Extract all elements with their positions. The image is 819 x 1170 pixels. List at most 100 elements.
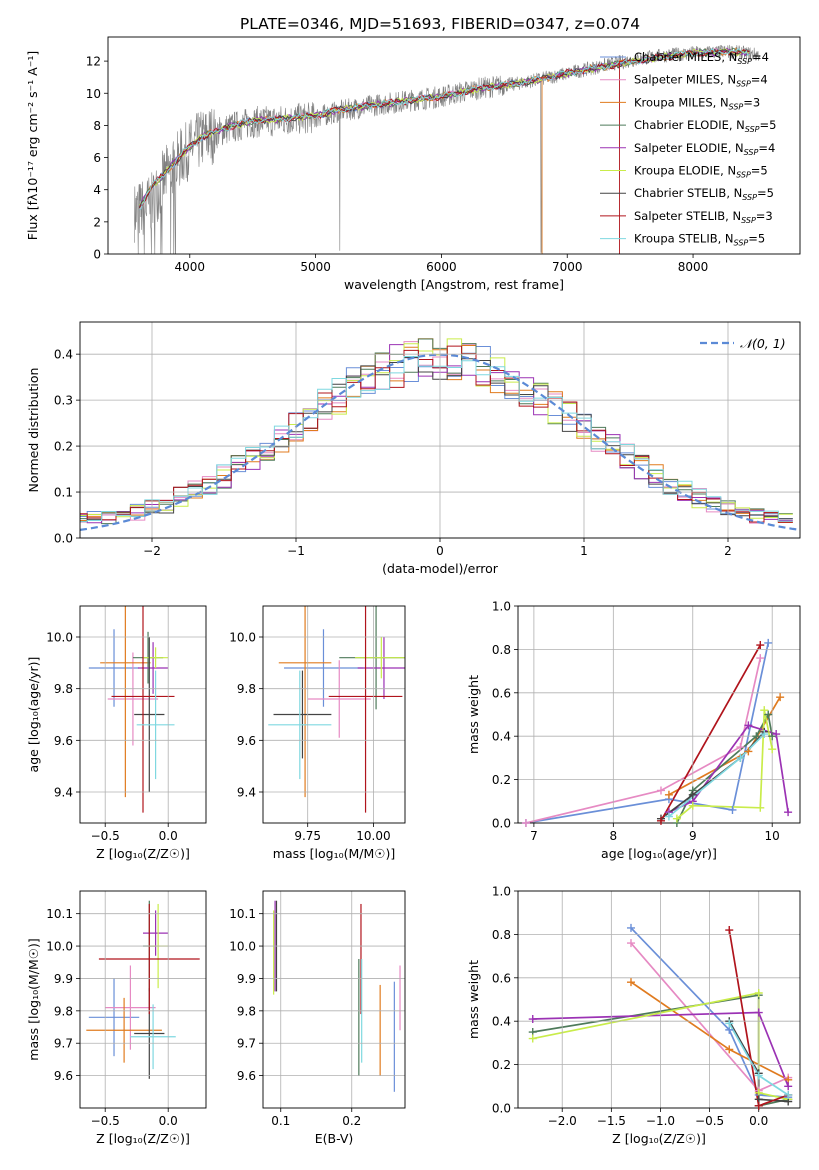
- weight-marker-1: [656, 786, 665, 795]
- legend-label: Chabrier MILES, NSSP=4: [634, 50, 769, 66]
- axes-frame: [517, 605, 801, 824]
- x-tick-label: 7: [530, 829, 538, 843]
- weight-marker-8: [784, 1090, 793, 1099]
- plot-area: [268, 606, 405, 813]
- x-tick-label: 0.2: [342, 1114, 361, 1128]
- panel-mass_vs_Z: −0.5 0.0 9.6 9.7 9.8 9.9 10.0 10.1 Z [log₁₀(Z/Z☉…: [26, 890, 207, 1146]
- y-tick-label: 0.6: [492, 686, 511, 700]
- weight-marker-7: [725, 926, 734, 935]
- weight-marker-5: [528, 1034, 537, 1043]
- weight-marker-0: [728, 805, 737, 814]
- legend-subscript: SSP: [736, 171, 751, 180]
- x-tick-label: −1.5: [597, 1114, 626, 1128]
- weight-marker-5: [672, 814, 681, 823]
- x-tick-label: −0.5: [91, 829, 120, 843]
- x-tick-label: 5000: [300, 260, 331, 274]
- figure-title: PLATE=0346, MJD=51693, FIBERID=0347, z=0…: [240, 15, 640, 33]
- legend-nssp: =4: [758, 141, 775, 155]
- y-tick-label: 0.0: [492, 817, 511, 831]
- legend-subscript: SSP: [737, 57, 752, 66]
- y-tick-label: 0.0: [54, 532, 73, 546]
- y-tick-label: 0.3: [54, 394, 73, 408]
- x-axis-label: wavelength [Angstrom, rest frame]: [344, 277, 564, 292]
- y-tick-label: 10.0: [46, 940, 73, 954]
- panel-age_vs_Z: −0.5 0.0 9.4 9.6 9.8 10.0 Z [log₁₀(Z/Z☉)] age […: [26, 605, 207, 861]
- y-tick-label: 0: [93, 248, 101, 262]
- legend-nssp: =5: [760, 118, 777, 132]
- legend-model-name: Chabrier MILES, N: [634, 50, 737, 64]
- y-tick-label: 10.0: [229, 631, 256, 645]
- y-axis-label: Normed distribution: [26, 368, 41, 493]
- y-tick-label: 9.4: [54, 786, 73, 800]
- legend-nssp: =5: [757, 186, 774, 200]
- x-tick-label: 9.75: [294, 829, 321, 843]
- axes-frame: [79, 605, 207, 824]
- x-tick-label: −1.0: [646, 1114, 675, 1128]
- x-tick-label: −1: [287, 544, 305, 558]
- legend-label: Chabrier ELODIE, NSSP=5: [634, 118, 776, 134]
- weight-marker-6: [688, 790, 697, 799]
- y-tick-label: 0.4: [492, 1015, 511, 1029]
- x-tick-label: 2: [724, 544, 732, 558]
- weight-marker-4: [772, 730, 781, 739]
- x-tick-label: −0.5: [695, 1114, 724, 1128]
- weight-series-0: [525, 642, 770, 823]
- y-tick-label: 9.8: [237, 1004, 256, 1018]
- x-tick-label: −2: [143, 544, 161, 558]
- legend-label: 𝒩(0, 1): [740, 336, 786, 351]
- y-tick-label: 9.9: [54, 972, 73, 986]
- y-tick-label: 0.2: [492, 1058, 511, 1072]
- legend-label: Chabrier STELIB, NSSP=5: [634, 186, 774, 202]
- weight-marker-1: [521, 819, 530, 827]
- spectrum-model-6: [139, 48, 750, 209]
- weight-marker-8: [736, 753, 745, 762]
- y-tick-label: 10.1: [46, 907, 73, 921]
- y-tick-label: 9.7: [54, 1037, 73, 1051]
- weight-series-7: [660, 644, 762, 822]
- x-tick-label: 0: [436, 544, 444, 558]
- weight-marker-4: [784, 808, 793, 817]
- weight-marker-2: [744, 747, 753, 756]
- legend-model-name: Salpeter MILES, N: [634, 73, 736, 87]
- weight-marker-1: [756, 654, 765, 663]
- plot-area: [80, 338, 800, 531]
- x-tick-label: 4000: [175, 260, 206, 274]
- y-tick-label: 4: [93, 183, 101, 197]
- y-tick-label: 10.0: [46, 631, 73, 645]
- weight-marker-1: [626, 939, 635, 948]
- x-axis-label: E(B-V): [315, 1131, 354, 1146]
- panel-weight_vs_age: 7 8 9 10 0.0 0.2 0.4 0.6 0.8 1.0 age [log₁₀(age/yr…: [466, 600, 801, 861]
- x-axis-label: (data-model)/error: [382, 561, 499, 576]
- legend-model-name: Chabrier ELODIE, N: [634, 118, 745, 132]
- y-tick-label: 9.6: [54, 1069, 73, 1083]
- legend-nssp: =3: [743, 95, 760, 109]
- plot-area: [88, 606, 175, 813]
- y-tick-label: 0.1: [54, 486, 73, 500]
- x-tick-label: 6000: [426, 260, 457, 274]
- plot-area: [86, 900, 200, 1079]
- weight-marker-8: [754, 1071, 763, 1080]
- panel-residuals: −2 −1 0 1 2 0.0 0.1 0.2 0.3 0.4 (data-model)/error…: [26, 321, 801, 576]
- x-tick-label: −0.5: [91, 1114, 120, 1128]
- weight-marker-3: [752, 732, 761, 741]
- legend-subscript: SSP: [736, 80, 751, 89]
- weight-marker-4: [754, 1008, 763, 1017]
- y-tick-label: 9.8: [237, 682, 256, 696]
- weight-marker-5: [754, 988, 763, 997]
- legend-label: Salpeter MILES, NSSP=4: [634, 73, 768, 89]
- legend-nssp: =4: [751, 73, 768, 87]
- axes-frame: [262, 605, 406, 824]
- y-tick-label: 0.8: [492, 928, 511, 942]
- y-tick-label: 1.0: [492, 600, 511, 614]
- weight-marker-2: [776, 693, 785, 702]
- x-tick-label: 0.0: [159, 829, 178, 843]
- weight-marker-5: [768, 745, 777, 754]
- legend-model-name: Salpeter STELIB, N: [634, 209, 741, 223]
- y-tick-label: 9.9: [237, 972, 256, 986]
- y-tick-label: 0.8: [492, 643, 511, 657]
- weight-marker-5: [756, 803, 765, 812]
- legend-label: Kroupa MILES, NSSP=3: [634, 95, 760, 111]
- weight-marker-7: [756, 641, 765, 650]
